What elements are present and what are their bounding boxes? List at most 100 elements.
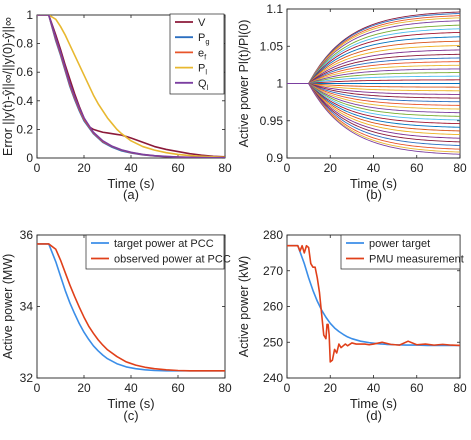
x-tick-label: 40: [124, 161, 138, 175]
x-tick-label: 60: [171, 161, 185, 175]
load-trace-29: [287, 83, 460, 114]
load-trace-28: [287, 83, 460, 110]
x-tick-label: 80: [218, 381, 232, 395]
load-trace-26: [287, 83, 460, 103]
y-tick-label: 34: [20, 300, 34, 314]
legend: power target PMU measurement: [340, 234, 464, 270]
x-tick-label: 60: [410, 381, 424, 395]
legend-label: target power at PCC: [114, 238, 214, 250]
load-trace-18: [287, 72, 460, 84]
y-tick-label: 0.4: [16, 94, 33, 108]
panel-caption: (a): [123, 187, 139, 202]
series-line-1: [37, 15, 225, 158]
x-tick-label: 0: [34, 381, 41, 395]
y-axis-label: Active power (MW): [1, 254, 15, 360]
series-line-4: [37, 15, 225, 158]
legend: target power at PCC observed power at PCC: [85, 234, 231, 270]
x-axis-label: Time (s): [350, 396, 397, 411]
y-tick-label: 260: [263, 300, 283, 314]
load-trace-9: [287, 36, 460, 84]
chart-panel-2: 0 20 40 60 80 0.9 0.95 1 1.05 1.1 Time (s) Active p…: [237, 2, 467, 202]
y-tick-label: 0.95: [260, 114, 284, 128]
legend-box: [340, 234, 461, 270]
legend-label: V: [198, 17, 206, 29]
x-tick-label: 60: [410, 161, 424, 175]
plot-area: [287, 244, 460, 363]
load-trace-20: [287, 79, 460, 84]
x-tick-label: 20: [77, 161, 91, 175]
y-tick-label: 280: [263, 228, 283, 242]
x-tick-label: 0: [284, 381, 291, 395]
legend-label: Pg: [198, 32, 210, 46]
x-tick-label: 40: [124, 381, 138, 395]
plot-area: [287, 11, 460, 155]
series-line-5: [37, 15, 225, 158]
chart-panel-1: 0 20 40 60 80 0 0.2 0.4 0.6 0.8 1 Time (s) Error ||y…: [1, 8, 232, 202]
legend-label: PMU measurement: [369, 254, 464, 266]
chart-panel-4: 0 20 40 60 80 240 250 260 270 280 Time (s) Active p…: [237, 228, 467, 423]
y-tick-label: 0.2: [16, 122, 33, 136]
x-tick-label: 40: [367, 161, 381, 175]
series-line-2: [287, 244, 460, 363]
legend-label: Pl: [198, 63, 207, 77]
y-tick-label: 1.1: [266, 2, 283, 16]
y-tick-label: 1: [26, 8, 33, 22]
x-tick-label: 60: [171, 381, 185, 395]
y-tick-label: 240: [263, 371, 283, 385]
x-tick-label: 20: [77, 381, 91, 395]
x-tick-label: 80: [218, 161, 232, 175]
load-trace-16: [287, 64, 460, 84]
y-axis-label: Active power Pl(t)/Pl(0): [237, 20, 251, 148]
load-trace-31: [287, 83, 460, 121]
y-tick-label: 270: [263, 264, 283, 278]
y-axis-label: Active power (kW): [237, 256, 251, 357]
y-tick-label: 36: [20, 228, 34, 242]
load-trace-24: [287, 83, 460, 95]
panel-caption: (b): [366, 187, 382, 202]
panel-caption: (c): [123, 408, 138, 423]
load-trace-23: [287, 83, 460, 92]
load-trace-17: [287, 68, 460, 84]
x-tick-label: 80: [453, 161, 467, 175]
y-tick-label: 1: [276, 77, 283, 91]
load-trace-11: [287, 45, 460, 84]
legend-label: ef: [198, 47, 207, 61]
load-trace-15: [287, 61, 460, 84]
x-axis-label: Time (s): [107, 176, 154, 191]
load-trace-12: [287, 49, 460, 84]
chart-panel-3: 0 20 40 60 80 32 34 36 Time (s) Active power (MW)…: [1, 228, 232, 423]
load-trace-8: [287, 31, 460, 84]
load-trace-10: [287, 40, 460, 84]
plot-area: [37, 15, 225, 158]
load-trace-22: [287, 83, 460, 88]
legend-label: Ql: [198, 78, 209, 92]
panel-caption: (d): [366, 408, 382, 423]
load-trace-32: [287, 83, 460, 125]
x-tick-label: 40: [367, 381, 381, 395]
y-tick-label: 250: [263, 335, 283, 349]
y-tick-label: 0.6: [16, 65, 33, 79]
y-tick-label: 0: [26, 151, 33, 165]
y-tick-label: 0.8: [16, 37, 33, 51]
x-axis-label: Time (s): [107, 396, 154, 411]
load-trace-19: [287, 75, 460, 84]
x-tick-label: 20: [324, 161, 338, 175]
x-axis-label: Time (s): [350, 176, 397, 191]
legend-label: power target: [369, 238, 430, 250]
y-tick-label: 1.05: [260, 39, 284, 53]
legend-label: observed power at PCC: [114, 254, 231, 266]
load-trace-5: [287, 20, 460, 84]
x-tick-label: 80: [453, 381, 467, 395]
load-trace-30: [287, 83, 460, 117]
x-tick-label: 20: [324, 381, 338, 395]
y-axis-label: Error ||y(t)-ŷ||∞/||y(0)-ŷ||∞: [1, 17, 15, 156]
load-trace-25: [287, 83, 460, 99]
load-trace-41: [287, 83, 460, 155]
series-line-2: [37, 243, 225, 372]
x-tick-label: 0: [34, 161, 41, 175]
y-tick-label: 32: [20, 371, 34, 385]
load-trace-27: [287, 83, 460, 106]
x-tick-label: 0: [284, 161, 291, 175]
load-trace-13: [287, 53, 460, 84]
